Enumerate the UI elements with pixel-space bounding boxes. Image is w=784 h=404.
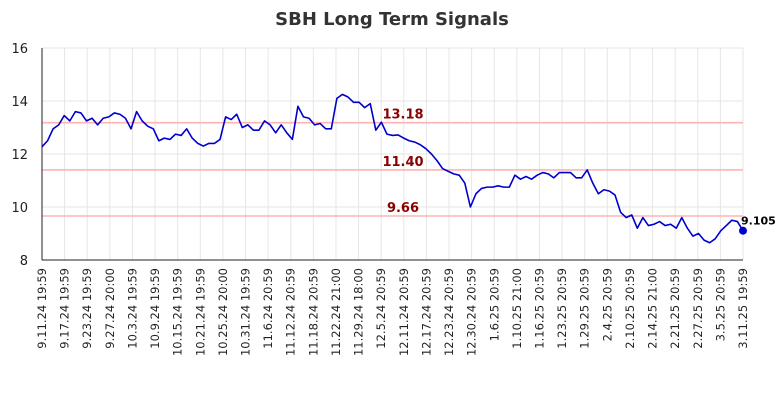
- price-line: [41, 93, 744, 244]
- y-tick-label: 8: [20, 254, 28, 269]
- y-tick-label: 16: [11, 42, 28, 57]
- x-tick-label: 12.17.24 20:59: [419, 268, 433, 356]
- signal-level-label: 9.66: [387, 201, 419, 216]
- x-tick-label: 10.15.24 19:59: [171, 268, 185, 356]
- chart-title: SBH Long Term Signals: [275, 9, 509, 30]
- x-tick-label: 2.14.25 21:00: [646, 268, 660, 349]
- x-tick-label: 12.23.24 20:59: [442, 268, 456, 356]
- x-tick-label: 2.21.25 20:59: [668, 268, 682, 349]
- y-tick-label: 10: [11, 201, 28, 216]
- x-tick-label: 10.9.24 19:59: [148, 268, 162, 349]
- x-tick-label: 12.5.24 20:59: [374, 268, 388, 349]
- x-tick-label: 12.30.24 20:59: [465, 268, 479, 356]
- x-tick-label: 1.29.25 20:59: [578, 268, 592, 349]
- x-tick-label: 3.5.25 20:59: [713, 268, 727, 341]
- x-tick-label: 10.21.24 19:59: [193, 268, 207, 356]
- y-axis-ticks: 8 10 12 14 16: [11, 42, 28, 269]
- x-tick-label: 10.3.24 19:59: [125, 268, 139, 349]
- x-tick-label: 2.27.25 20:59: [691, 268, 705, 349]
- x-tick-label: 11.18.24 20:59: [306, 268, 320, 356]
- x-tick-label: 11.22.24 21:00: [329, 268, 343, 356]
- signal-level-label: 13.18: [382, 108, 423, 123]
- signal-level-label: 11.40: [382, 155, 423, 170]
- x-tick-label: 2.10.25 20:59: [623, 268, 637, 349]
- x-tick-label: 3.11.25 19:59: [736, 268, 750, 349]
- x-tick-label: 1.16.25 20:59: [532, 268, 546, 349]
- last-price-point: [739, 226, 747, 235]
- x-tick-label: 1.10.25 21:00: [510, 268, 524, 349]
- x-tick-label: 9.17.24 19:59: [58, 268, 72, 349]
- x-tick-label: 9.11.24 19:59: [35, 268, 49, 349]
- y-tick-label: 14: [11, 95, 28, 110]
- grid: [41, 47, 744, 260]
- x-tick-label: 2.4.25 20:59: [600, 268, 614, 341]
- y-tick-label: 12: [11, 148, 28, 163]
- last-price-label: 9.105: [741, 215, 776, 228]
- signal-levels: 13.18 11.40 9.66: [42, 108, 743, 217]
- price-series: 9.105: [41, 93, 776, 244]
- x-tick-label: 9.23.24 19:59: [80, 268, 94, 349]
- x-tick-label: 1.23.25 20:59: [555, 268, 569, 349]
- x-tick-label: 10.31.24 19:59: [239, 268, 253, 356]
- axes: [41, 48, 743, 261]
- x-tick-label: 12.11.24 20:59: [397, 268, 411, 356]
- x-tick-label: 1.6.25 20:59: [487, 268, 501, 341]
- x-axis-ticks: 9.11.24 19:59 9.17.24 19:59 9.23.24 19:59 9…: [35, 268, 750, 356]
- x-tick-label: 9.27.24 20:00: [103, 268, 117, 349]
- x-tick-label: 11.6.24 20:59: [261, 268, 275, 349]
- x-tick-label: 11.12.24 20:59: [284, 268, 298, 356]
- x-tick-label: 10.25.24 20:00: [216, 268, 230, 356]
- x-tick-label: 11.29.24 18:00: [352, 268, 366, 356]
